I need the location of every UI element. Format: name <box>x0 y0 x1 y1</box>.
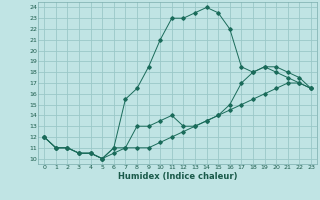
X-axis label: Humidex (Indice chaleur): Humidex (Indice chaleur) <box>118 172 237 181</box>
